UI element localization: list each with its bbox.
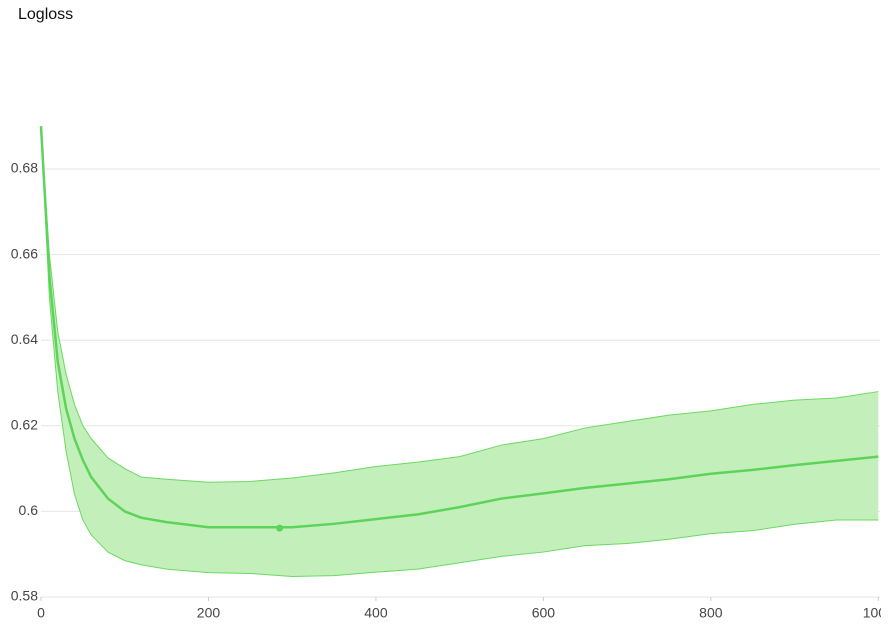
x-tick-label: 200 — [197, 605, 221, 621]
y-tick-label: 0.6 — [19, 502, 39, 518]
x-tick-label: 600 — [532, 605, 556, 621]
plot-area: 0.58 0.6 0.62 0.64 0.66 0.68 0 200 400 600 800 1000 — [11, 126, 894, 621]
y-tick-label: 0.66 — [11, 245, 38, 261]
x-tick-label: 1000 — [863, 605, 894, 621]
y-tick-label: 0.68 — [11, 160, 38, 176]
chart-title: Logloss — [18, 6, 73, 23]
x-tick-label: 400 — [364, 605, 388, 621]
y-tick-label: 0.58 — [11, 588, 38, 604]
x-tick-label: 0 — [37, 605, 45, 621]
band-edge — [40, 126, 879, 483]
mean-line — [39, 126, 879, 529]
x-tick-label: 800 — [699, 605, 723, 621]
band-edge — [40, 126, 879, 577]
y-tick-label: 0.64 — [11, 331, 38, 347]
best-point — [276, 524, 284, 532]
band-fill — [41, 126, 879, 577]
y-tick-label: 0.62 — [11, 417, 38, 433]
